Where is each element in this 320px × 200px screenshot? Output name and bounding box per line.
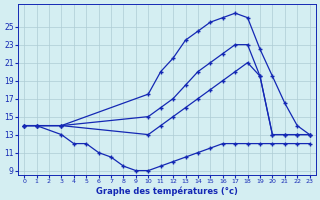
X-axis label: Graphe des températures (°c): Graphe des températures (°c) (96, 186, 238, 196)
